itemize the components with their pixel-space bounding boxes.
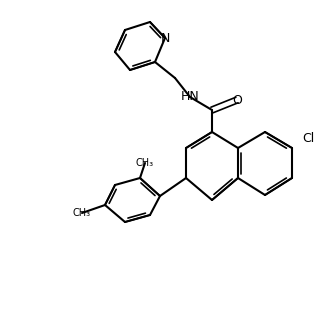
Text: O: O [232, 94, 242, 107]
Text: HN: HN [181, 91, 199, 103]
Text: N: N [160, 32, 170, 45]
Text: CH₃: CH₃ [73, 208, 91, 218]
Text: CH₃: CH₃ [136, 158, 154, 168]
Text: Cl: Cl [302, 131, 314, 144]
